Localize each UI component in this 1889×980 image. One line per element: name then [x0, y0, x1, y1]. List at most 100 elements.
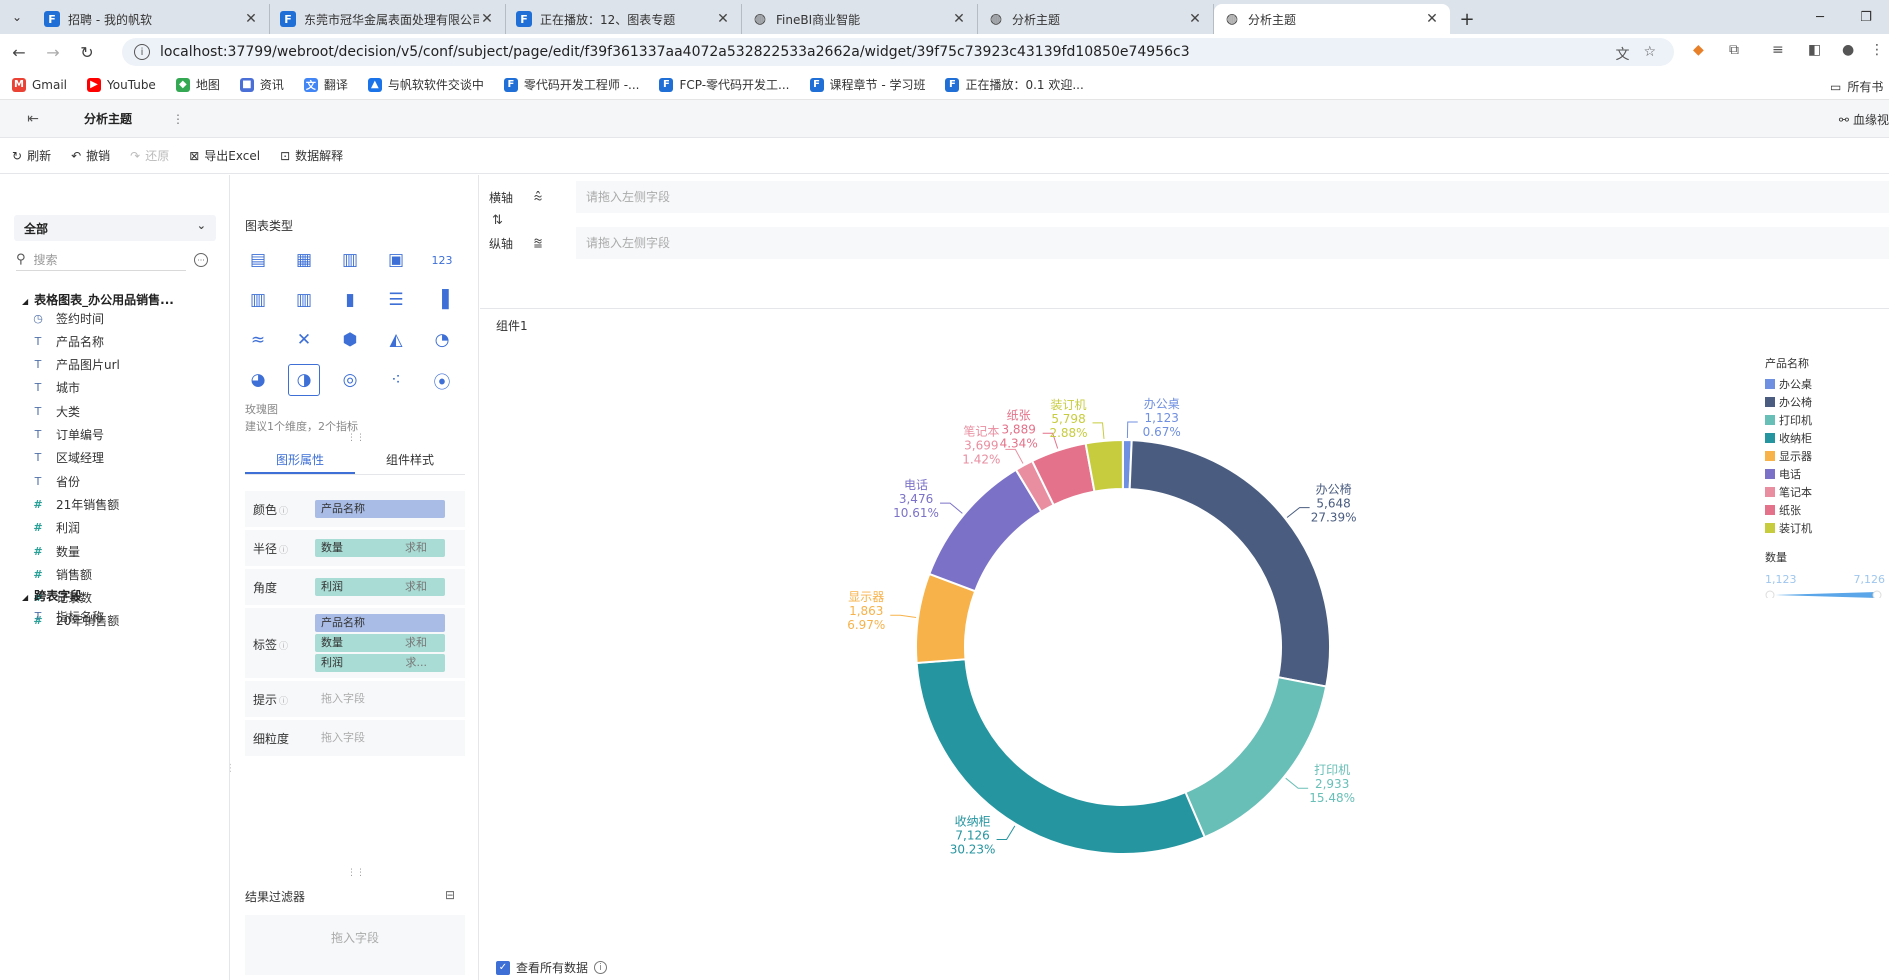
- tab-graphic-properties[interactable]: 图形属性: [245, 445, 355, 474]
- close-tab-icon[interactable]: ✕: [481, 11, 493, 27]
- new-tab-button[interactable]: +: [1459, 8, 1475, 30]
- area-chart-icon[interactable]: ◭: [389, 330, 403, 350]
- info-icon[interactable]: i: [594, 961, 608, 974]
- close-tab-icon[interactable]: ✕: [953, 11, 965, 27]
- donut-slice[interactable]: [1128, 439, 1331, 688]
- label-property[interactable]: 标签 ⓘ 产品名称 数量 求和 利润 求...: [245, 608, 465, 678]
- bookmark-item[interactable]: ◆ 地图: [175, 76, 220, 93]
- browser-tab-4[interactable]: ◍ FineBI商业智能 ✕: [742, 4, 978, 34]
- hexagon-map-icon[interactable]: ⬢: [342, 330, 358, 350]
- view-all-data-toggle[interactable]: ✓ 查看所有数据 i: [496, 959, 608, 976]
- lineage-view-button[interactable]: ⚯ 血缘视: [1839, 111, 1889, 128]
- browser-tab-2[interactable]: F 东莞市冠华金属表面处理有限公司 ✕: [270, 4, 506, 34]
- field-item[interactable]: #20年销售额: [30, 611, 119, 631]
- field-item[interactable]: T 城市: [30, 378, 80, 398]
- extensions-puzzle-icon[interactable]: ⧉: [1729, 42, 1739, 58]
- bookmark-item[interactable]: 文翻译: [303, 76, 348, 93]
- collapse-back-icon[interactable]: ⇤: [27, 110, 39, 127]
- label-field-pill-2[interactable]: 数量 求和: [315, 634, 445, 652]
- browser-tab-1[interactable]: F 招聘 - 我的帆软 ✕: [34, 4, 270, 34]
- profile-avatar-icon[interactable]: ●: [1842, 42, 1855, 58]
- close-tab-icon[interactable]: ✕: [245, 11, 257, 27]
- export-excel-button[interactable]: ⊠ 导出Excel: [189, 147, 260, 164]
- close-tab-icon[interactable]: ✕: [717, 11, 729, 27]
- browser-tab-5[interactable]: ◍ 分析主题 ✕: [978, 4, 1214, 34]
- grouped-table-icon[interactable]: ▦: [295, 250, 313, 270]
- refresh-button[interactable]: ↻ 刷新: [12, 147, 51, 164]
- metamask-extension-icon[interactable]: ◆: [1693, 42, 1704, 58]
- color-property[interactable]: 颜色 ⓘ 产品名称: [245, 491, 465, 527]
- legend-item[interactable]: 纸张: [1765, 501, 1812, 519]
- size-legend-slider[interactable]: [1765, 590, 1885, 600]
- field-search-input[interactable]: ⚲ 搜索: [16, 249, 186, 271]
- filter-lock-icon[interactable]: ⊟: [445, 888, 456, 902]
- x-axis-drop-zone[interactable]: 请拖入左侧字段: [576, 181, 1889, 213]
- stacked-bar-icon[interactable]: ▥: [249, 290, 267, 310]
- bookmark-item[interactable]: M Gmail: [12, 77, 67, 92]
- all-bookmarks-button[interactable]: ▭ 所有书: [1830, 78, 1883, 95]
- maximize-button[interactable]: ❐: [1860, 9, 1872, 25]
- granularity-drop-zone[interactable]: 拖入字段: [321, 731, 365, 744]
- url-input[interactable]: i localhost:37799/webroot/decision/v5/co…: [122, 38, 1674, 66]
- color-field-pill[interactable]: 产品名称: [315, 500, 445, 518]
- bubble-icon[interactable]: ⦿: [433, 372, 451, 393]
- legend-item[interactable]: 装订机: [1765, 519, 1812, 537]
- splitter-handle[interactable]: ⋮⋮: [347, 433, 365, 443]
- field-item[interactable]: T 省份: [30, 471, 80, 491]
- label-field-pill-3[interactable]: 利润 求...: [315, 654, 445, 672]
- field-item[interactable]: T 产品图片url: [30, 355, 120, 375]
- scatter-icon[interactable]: ⁖: [391, 370, 401, 390]
- donut-slice[interactable]: [1084, 438, 1124, 493]
- y-axis-settings-icon[interactable]: ⩰: [533, 234, 543, 252]
- back-arrow-icon[interactable]: ←: [12, 42, 26, 62]
- legend-item[interactable]: 收纳柜: [1765, 429, 1812, 447]
- browser-tab-6[interactable]: ◍ 分析主题 ✕: [1214, 4, 1450, 34]
- kpi-number-icon[interactable]: 123: [431, 253, 453, 267]
- detail-table-icon[interactable]: ▥: [341, 250, 359, 270]
- translate-icon[interactable]: 文: [1615, 47, 1630, 63]
- legend-item[interactable]: 办公椅: [1765, 393, 1812, 411]
- legend-item[interactable]: 显示器: [1765, 447, 1812, 465]
- field-item[interactable]: ◷ 签约时间: [30, 308, 104, 328]
- site-info-icon[interactable]: i: [134, 44, 150, 60]
- column-chart-icon[interactable]: ▮: [345, 290, 355, 310]
- donut-slice[interactable]: [1184, 676, 1328, 839]
- bookmark-item[interactable]: ▲ 与帆软软件交谈中: [367, 76, 484, 93]
- label-field-pill-1[interactable]: 产品名称: [315, 614, 445, 632]
- package-select[interactable]: 全部 ⌄: [14, 215, 216, 241]
- tab-component-style[interactable]: 组件样式: [385, 453, 434, 467]
- pie-chart-icon[interactable]: ◕: [250, 370, 266, 390]
- field-more-icon[interactable]: ···: [194, 253, 208, 267]
- minimize-button[interactable]: ─: [1816, 9, 1824, 25]
- table-icon[interactable]: ▤: [249, 250, 267, 270]
- bookmark-item[interactable]: ▶ YouTube: [87, 77, 156, 92]
- field-item[interactable]: T 产品名称: [30, 331, 104, 351]
- field-item[interactable]: # 利润: [30, 518, 80, 538]
- field-item[interactable]: # 记录数: [30, 588, 92, 608]
- angle-property[interactable]: 角度 利润 求和: [245, 569, 465, 605]
- crosstab-icon[interactable]: ▣: [387, 250, 405, 270]
- table-group-header[interactable]: ◢ 表格图表_办公用品销售...: [22, 291, 174, 308]
- tab-search-chevron-icon[interactable]: ⌄: [11, 10, 23, 24]
- side-panel-icon[interactable]: ◧: [1808, 42, 1822, 58]
- field-item[interactable]: T 大类: [30, 401, 80, 421]
- bookmark-item[interactable]: ■ 资讯: [239, 76, 284, 93]
- rose-chart-icon[interactable]: ◑: [288, 364, 320, 396]
- splitter-handle[interactable]: ⋮⋮: [347, 868, 365, 878]
- reload-icon[interactable]: ↻: [80, 42, 94, 62]
- x-axis-settings-icon[interactable]: ⩯: [533, 188, 543, 206]
- browser-menu-icon[interactable]: ⋮: [1870, 42, 1884, 58]
- data-explain-button[interactable]: ⊡ 数据解释: [280, 147, 343, 164]
- close-tab-icon[interactable]: ✕: [1426, 11, 1438, 27]
- line-chart-icon[interactable]: ≈: [250, 330, 266, 350]
- bookmark-item[interactable]: F 正在播放：0.1 欢迎...: [945, 76, 1084, 93]
- bookmark-item[interactable]: F 课程章节 - 学习班: [809, 76, 925, 93]
- field-item[interactable]: #21年销售额: [30, 494, 119, 514]
- redo-button[interactable]: ↷ 还原: [130, 147, 169, 164]
- legend-item[interactable]: 打印机: [1765, 411, 1812, 429]
- checkbox-checked-icon[interactable]: ✓: [496, 960, 510, 975]
- cross-field-item[interactable]: T 指标名称: [30, 606, 104, 626]
- waterfall-icon[interactable]: ▐: [435, 290, 449, 310]
- media-control-icon[interactable]: ≡: [1772, 42, 1784, 58]
